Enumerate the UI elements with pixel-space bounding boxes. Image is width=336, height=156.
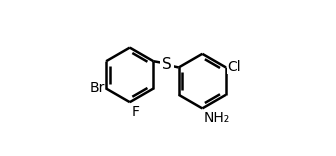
Text: S: S [162, 57, 172, 72]
Text: F: F [131, 105, 139, 119]
Text: NH₂: NH₂ [204, 111, 230, 125]
Text: Br: Br [89, 81, 104, 95]
Text: Cl: Cl [227, 60, 241, 74]
